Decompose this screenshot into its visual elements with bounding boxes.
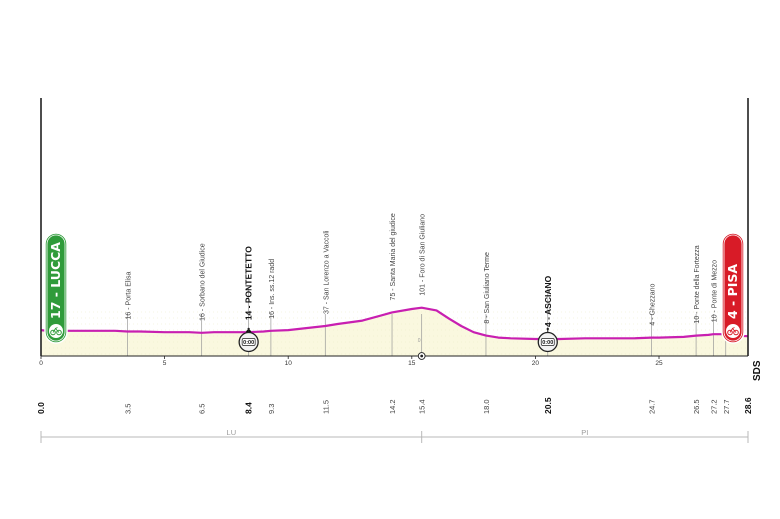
- sds-label: SDS: [752, 360, 763, 381]
- start-badge-label: 17 - LUCCA: [48, 242, 63, 319]
- bicycle-icon: [727, 327, 739, 336]
- km-marker-label: 18.0: [482, 399, 491, 414]
- waypoint-label: 37 - San Lorenzo a Vaccoli: [323, 230, 330, 314]
- x-tick-label: 0: [39, 360, 43, 367]
- start-badge-pill: [44, 232, 68, 344]
- x-tick-label: 5: [163, 360, 167, 367]
- finish-badge-inner-border: [723, 234, 743, 342]
- waypoint-label: 4 - ASCIANO: [543, 275, 553, 327]
- waypoint-label: 8 - San Giuliano Terme: [484, 252, 491, 324]
- x-tick-label: 20: [532, 360, 540, 367]
- km-marker-label: 9.3: [267, 404, 276, 414]
- profile-fill-area: [41, 307, 748, 356]
- waypoint-label: 10 - Ponte della Fortezza: [694, 245, 701, 323]
- waypoint-label: 75 - Santa Maria del giudice: [390, 213, 397, 300]
- bicycle-wheel-front: [733, 329, 739, 336]
- x-tick-label: 15: [408, 360, 416, 367]
- province-label: LU: [227, 428, 237, 437]
- time-check-label: 0:00: [542, 340, 553, 346]
- km-marker-label: 27.7: [722, 399, 731, 414]
- km-marker-label: 3.5: [124, 404, 133, 414]
- x-tick-label: 25: [655, 360, 663, 367]
- waypoint-label: 16 - Porta Elisa: [126, 272, 133, 320]
- bicycle-wheel-front: [56, 329, 62, 336]
- stopwatch-crown: [247, 327, 250, 331]
- km-marker-label: 11.5: [321, 400, 330, 414]
- province-label: PI: [581, 428, 588, 437]
- profile-line: [40, 306, 749, 341]
- time-check-stopwatch-icon: 0:00: [537, 327, 558, 353]
- x-tick-label: 10: [285, 360, 293, 367]
- waypoint-label: 10 - Ponte di Mezzo: [711, 260, 718, 322]
- bicycle-wheel-rear: [50, 329, 56, 336]
- km-marker-label: 8.4: [244, 402, 254, 414]
- km-marker-label: 14.2: [388, 399, 397, 414]
- km-marker-label: 27.2: [709, 399, 718, 414]
- waypoint-label: 16 - Ins. ss.12 radd: [269, 259, 276, 319]
- km-marker-label: 20.5: [543, 397, 553, 414]
- bicycle-wheel-rear: [727, 329, 733, 336]
- finish-badge-label: 4 - PISA: [725, 264, 740, 319]
- finish-badge: 4 - PISA: [721, 232, 745, 344]
- bicycle-frame: [52, 327, 60, 333]
- km-marker-label: 24.7: [648, 399, 657, 414]
- stopwatch-display: [540, 338, 555, 346]
- time-check-label: 0:00: [243, 340, 254, 346]
- km-marker-label: 0.0: [36, 402, 46, 414]
- waypoint-label: 14 - PONTETETTO: [244, 246, 254, 320]
- km-marker-label: 26.5: [692, 399, 701, 414]
- waypoint-label: 101 - Foro di San Giuliano: [420, 214, 427, 296]
- stopwatch-display: [241, 338, 256, 346]
- inner-zero-label: 0: [418, 338, 421, 344]
- km-marker-label: 15.4: [418, 399, 427, 414]
- waypoint-label: 4 - Ghezzano: [650, 283, 657, 325]
- start-badge: 17 - LUCCA: [44, 232, 68, 344]
- summit-marker-dot: [420, 354, 424, 358]
- bicycle-icon: [50, 327, 62, 336]
- start-badge-inner-border: [46, 234, 66, 342]
- km-marker-label: 6.5: [198, 404, 207, 414]
- finish-badge-pill: [721, 232, 745, 344]
- stopwatch-crown: [546, 327, 549, 331]
- bicycle-frame: [729, 327, 737, 333]
- waypoint-label: 16 - Sorbano del Giudice: [200, 243, 207, 321]
- time-check-stopwatch-icon: 0:00: [238, 327, 259, 353]
- km-marker-label: 28.6: [743, 397, 753, 414]
